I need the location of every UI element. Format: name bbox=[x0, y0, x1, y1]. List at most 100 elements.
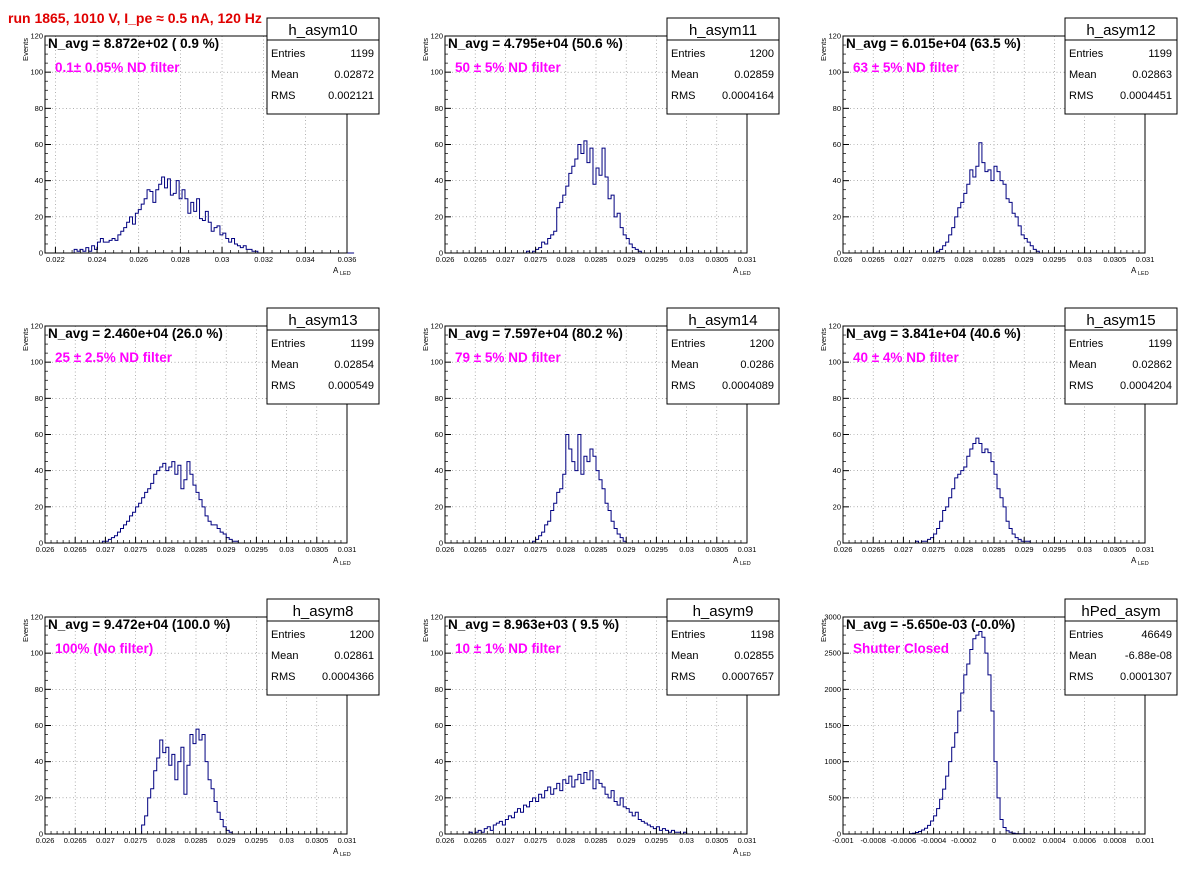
histogram-bin bbox=[967, 184, 970, 253]
x-axis-label: A bbox=[733, 266, 739, 275]
x-tick-label: 0.028 bbox=[556, 255, 575, 264]
x-tick-label: 0.031 bbox=[1136, 255, 1155, 264]
histogram-bin bbox=[593, 789, 596, 834]
stats-key-mean: Mean bbox=[1069, 650, 1097, 662]
y-tick-label: 60 bbox=[35, 721, 43, 730]
x-tick-label: 0.0275 bbox=[124, 836, 147, 845]
y-tick-label: 120 bbox=[828, 322, 841, 331]
stats-value-rms: 0.0004451 bbox=[1120, 90, 1172, 102]
navg-annotation: N_avg = 2.460e+04 (26.0 %) bbox=[48, 326, 223, 341]
y-tick-label: 120 bbox=[430, 322, 443, 331]
histogram-bin bbox=[632, 816, 635, 834]
stats-key-mean: Mean bbox=[271, 359, 299, 371]
navg-annotation: N_avg = 3.841e+04 (40.6 %) bbox=[846, 326, 1021, 341]
y-tick-label: 0 bbox=[837, 539, 841, 548]
x-axis-label: A bbox=[733, 556, 739, 565]
stats-key-rms: RMS bbox=[271, 90, 295, 102]
histogram-bin bbox=[179, 199, 182, 253]
y-tick-label: 20 bbox=[833, 502, 841, 511]
stats-key-entries: Entries bbox=[671, 629, 706, 641]
y-tick-label: 120 bbox=[430, 32, 443, 41]
histogram-bin bbox=[587, 163, 590, 253]
histogram-bin bbox=[961, 693, 964, 834]
navg-annotation: N_avg = 8.872e+02 ( 0.9 %) bbox=[48, 36, 219, 51]
x-axis-label-subscript: LED bbox=[340, 271, 351, 277]
histogram-bin bbox=[964, 467, 967, 543]
histogram-bin bbox=[193, 744, 196, 834]
y-tick-label: 1000 bbox=[824, 757, 841, 766]
histogram-bin bbox=[1012, 213, 1015, 253]
x-tick-label: -0.0002 bbox=[951, 836, 976, 845]
histogram-bin bbox=[593, 184, 596, 253]
x-tick-label: 0.0305 bbox=[705, 836, 728, 845]
x-tick-label: -0.0008 bbox=[860, 836, 885, 845]
stats-value-rms: 0.0004366 bbox=[322, 671, 374, 683]
stats-key-mean: Mean bbox=[1069, 359, 1097, 371]
histogram-bin bbox=[578, 145, 581, 254]
histogram-panel-h_asym12: 0.026 0.0265 0.027 0.0275 0.028 0.0285 0.029 0.… bbox=[819, 17, 1178, 277]
histogram-bin bbox=[599, 783, 602, 834]
histogram-bin bbox=[617, 805, 620, 834]
stats-value-mean: 0.0286 bbox=[740, 359, 774, 371]
histogram-outline bbox=[445, 770, 747, 835]
x-tick-label: 0.034 bbox=[296, 255, 315, 264]
x-tick-label: 0.0285 bbox=[185, 545, 208, 554]
y-tick-label: 80 bbox=[35, 104, 43, 113]
y-tick-label: 60 bbox=[435, 430, 443, 439]
y-axis-label: Events bbox=[819, 38, 828, 61]
x-axis-label: A bbox=[733, 847, 739, 856]
y-tick-label: 100 bbox=[430, 68, 443, 77]
histogram-bin bbox=[575, 780, 578, 834]
y-tick-label: 60 bbox=[35, 430, 43, 439]
y-tick-label: 100 bbox=[30, 358, 43, 367]
stats-key-entries: Entries bbox=[271, 48, 306, 60]
histogram-bin bbox=[590, 449, 593, 543]
stats-value-rms: 0.0004164 bbox=[722, 90, 774, 102]
histogram-bin bbox=[157, 471, 160, 543]
stats-key-entries: Entries bbox=[1069, 48, 1104, 60]
stats-key-entries: Entries bbox=[271, 338, 306, 350]
y-tick-label: 60 bbox=[435, 140, 443, 149]
y-axis-label: Events bbox=[21, 38, 30, 61]
histogram-panel-h_asym8: 0.026 0.0265 0.027 0.0275 0.028 0.0285 0.029 0.… bbox=[21, 598, 380, 858]
x-tick-label: 0.0305 bbox=[1103, 255, 1126, 264]
stats-key-mean: Mean bbox=[271, 69, 299, 81]
histogram-bin bbox=[138, 210, 141, 253]
histogram-bin bbox=[985, 449, 988, 543]
histogram-bin bbox=[202, 220, 205, 253]
histogram-bin bbox=[163, 463, 166, 543]
stats-value-mean: 0.02863 bbox=[1132, 69, 1172, 81]
histogram-bin bbox=[153, 202, 156, 253]
x-tick-label: 0.031 bbox=[338, 545, 357, 554]
histogram-bin bbox=[141, 204, 144, 253]
x-tick-label: 0.03 bbox=[679, 545, 694, 554]
x-tick-label: -0.0006 bbox=[891, 836, 916, 845]
histogram-bin bbox=[991, 181, 994, 253]
y-tick-label: 0 bbox=[39, 539, 43, 548]
x-tick-label: 0.0305 bbox=[305, 836, 328, 845]
x-tick-label: 0.001 bbox=[1136, 836, 1155, 845]
histogram-bin bbox=[566, 186, 569, 253]
navg-annotation: N_avg = 6.015e+04 (63.5 %) bbox=[846, 36, 1021, 51]
stats-key-rms: RMS bbox=[671, 90, 695, 102]
histogram-bin bbox=[173, 193, 176, 253]
stats-key-rms: RMS bbox=[271, 380, 295, 392]
stats-key-mean: Mean bbox=[671, 650, 699, 662]
histogram-name: h_asym14 bbox=[688, 312, 757, 329]
stats-key-entries: Entries bbox=[271, 629, 306, 641]
histogram-bin bbox=[169, 765, 172, 834]
navg-annotation: N_avg = 4.795e+04 (50.6 %) bbox=[448, 36, 623, 51]
stats-box bbox=[1064, 598, 1178, 696]
y-tick-label: 80 bbox=[35, 685, 43, 694]
x-tick-label: 0.027 bbox=[496, 545, 515, 554]
histogram-bin bbox=[608, 199, 611, 253]
histogram-bin bbox=[964, 675, 967, 834]
x-axis-label: A bbox=[1131, 556, 1137, 565]
histogram-bin bbox=[490, 830, 493, 834]
y-tick-label: 60 bbox=[435, 721, 443, 730]
x-tick-label: 0.0295 bbox=[645, 836, 668, 845]
histogram-bin bbox=[511, 818, 514, 834]
y-axis-label: Events bbox=[21, 328, 30, 351]
histogram-panel-h_asym14: 0.026 0.0265 0.027 0.0275 0.028 0.0285 0.029 0.… bbox=[421, 307, 780, 567]
stats-value-mean: 0.02862 bbox=[1132, 359, 1172, 371]
